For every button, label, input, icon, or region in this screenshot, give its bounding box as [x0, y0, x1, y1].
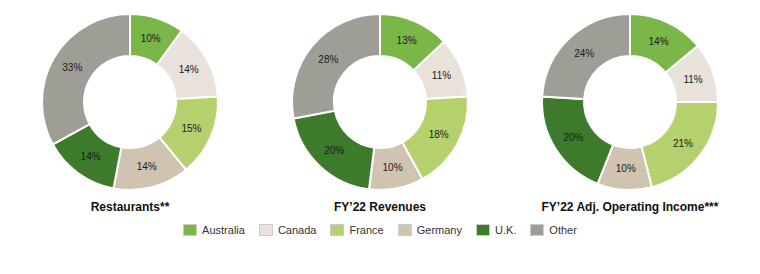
- svg-text:14%: 14%: [649, 36, 669, 47]
- svg-text:10%: 10%: [616, 163, 636, 174]
- html-text:France: France: [349, 224, 384, 236]
- svg-text:21%: 21%: [673, 138, 693, 149]
- html-text:Canada: Canada: [277, 224, 317, 236]
- html-text:Germany: Germany: [416, 224, 462, 236]
- svg-text:10%: 10%: [141, 33, 161, 44]
- svg-text:11%: 11%: [432, 70, 451, 81]
- html-text:Restaurants**: Restaurants**: [90, 200, 170, 214]
- svg-text:33%: 33%: [62, 62, 82, 73]
- svg-text:18%: 18%: [429, 129, 449, 140]
- html-text:U.K.: U.K.: [495, 224, 517, 236]
- svg-text:20%: 20%: [324, 145, 344, 156]
- svg-text:10%: 10%: [383, 162, 403, 173]
- svg-text:20%: 20%: [563, 132, 583, 143]
- html-text:Australia: Australia: [202, 224, 245, 236]
- svg-text:13%: 13%: [397, 35, 417, 46]
- svg-text:14%: 14%: [137, 161, 157, 172]
- svg-text:15%: 15%: [181, 123, 201, 134]
- svg-text:28%: 28%: [318, 54, 338, 65]
- html-text:FY’22 Revenues: FY’22 Revenues: [334, 200, 426, 214]
- html-text:Other: Other: [549, 224, 577, 236]
- svg-text:11%: 11%: [683, 74, 702, 85]
- svg-text:14%: 14%: [81, 151, 101, 162]
- svg-text:24%: 24%: [574, 48, 594, 59]
- svg-text:14%: 14%: [179, 64, 199, 75]
- html-text:FY’22 Adj. Operating Income***: FY’22 Adj. Operating Income***: [541, 200, 719, 214]
